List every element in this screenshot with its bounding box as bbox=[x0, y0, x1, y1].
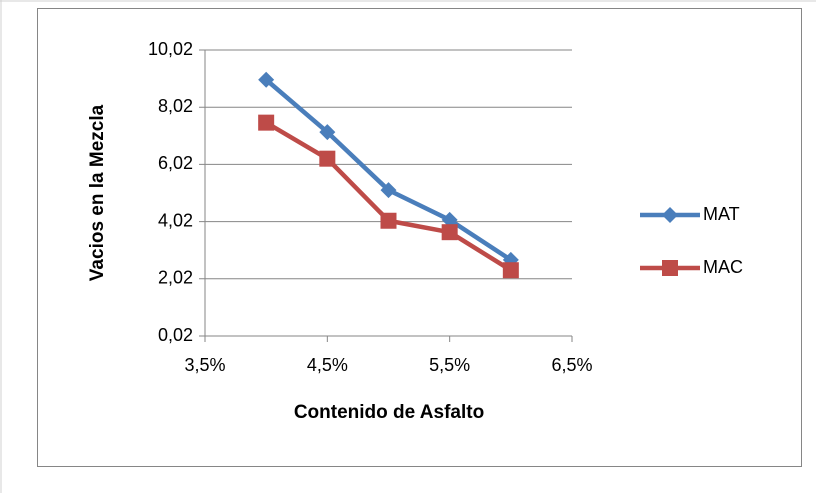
legend-label: MAC bbox=[703, 257, 743, 277]
legend-label: MAT bbox=[703, 204, 740, 224]
x-axis-title: Contenido de Asfalto bbox=[294, 402, 484, 423]
y-tick-label: 2,02 bbox=[158, 268, 193, 288]
x-tick-label: 3,5% bbox=[184, 355, 225, 375]
data-point bbox=[441, 211, 458, 228]
legend-marker bbox=[662, 260, 678, 276]
chart-frame bbox=[37, 8, 802, 467]
data-point bbox=[258, 114, 275, 131]
y-axis-title: Vacios en la Mezcla bbox=[87, 104, 108, 281]
y-tick-label: 10,02 bbox=[148, 39, 193, 59]
data-point bbox=[380, 182, 397, 199]
y-tick-label: 0,02 bbox=[158, 325, 193, 345]
x-tick-label: 6,5% bbox=[551, 355, 592, 375]
data-point bbox=[502, 262, 519, 279]
legend-marker bbox=[662, 207, 678, 223]
data-point bbox=[319, 124, 336, 141]
y-tick-label: 4,02 bbox=[158, 210, 193, 230]
y-tick-label: 8,02 bbox=[158, 96, 193, 116]
data-point bbox=[380, 212, 397, 229]
x-tick-label: 4,5% bbox=[307, 355, 348, 375]
data-point bbox=[258, 71, 275, 88]
data-point bbox=[441, 224, 458, 241]
x-tick-label: 5,5% bbox=[429, 355, 470, 375]
data-point bbox=[319, 150, 336, 167]
y-tick-label: 6,02 bbox=[158, 153, 193, 173]
